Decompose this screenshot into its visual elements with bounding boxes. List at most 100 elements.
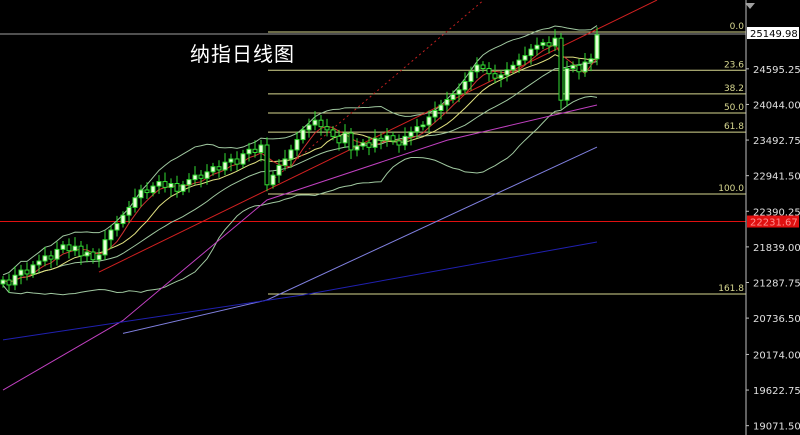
candle-body [24, 269, 30, 275]
marked-price-label: 22231.67 [750, 218, 798, 229]
candle-body [576, 64, 582, 73]
candle-body [264, 144, 270, 186]
candle-body [36, 260, 42, 266]
fib-level-label: 161.8 [718, 284, 744, 294]
candle-body [588, 58, 594, 63]
candle-body [216, 166, 222, 171]
y-tick-label: 23492.75 [753, 136, 800, 147]
candle-body [48, 255, 54, 260]
candle-body [534, 44, 540, 50]
fib-level-label: 50.0 [724, 103, 744, 113]
trendline-line [98, 0, 658, 273]
candle-body [276, 164, 282, 176]
candle-body [240, 153, 246, 165]
candle-body [54, 248, 60, 260]
candle-body [468, 71, 474, 82]
candle-body [174, 183, 180, 192]
y-tick-label: 24044.00 [753, 100, 800, 111]
ma-fast-line [2, 43, 598, 284]
candle-body [138, 189, 144, 199]
fib-level-label: 100.0 [718, 184, 744, 194]
candle-body [234, 158, 240, 165]
candle-body [510, 64, 516, 71]
candle-body [306, 124, 312, 131]
candle-body [102, 239, 108, 256]
ma-slow-line [2, 54, 598, 284]
candle-body [270, 174, 276, 186]
candle-body [372, 137, 378, 148]
candle-body [378, 137, 384, 141]
bollinger-lower [2, 95, 598, 296]
candle-body [60, 244, 66, 250]
y-tick-label: 24595.25 [753, 65, 800, 76]
candle-body [582, 61, 588, 73]
fib-level-label: 23.6 [724, 60, 744, 70]
candle-body [114, 223, 120, 231]
current-price-label: 25149.98 [750, 29, 798, 40]
candle-body [282, 158, 288, 166]
candle-body [432, 110, 438, 118]
candle-body [336, 135, 342, 144]
candle-body [528, 48, 534, 57]
y-tick-label: 20736.50 [753, 314, 800, 325]
candle-body [354, 145, 360, 151]
candle-body [492, 73, 498, 79]
candle-body [402, 135, 408, 146]
candle-body [78, 245, 84, 257]
candle-body [288, 149, 294, 160]
candle-body [558, 37, 564, 101]
candle-body [438, 104, 444, 112]
candle-body [132, 197, 138, 208]
candle-body [120, 214, 126, 225]
candle-body [96, 254, 102, 261]
y-tick-label: 22941.50 [753, 172, 800, 183]
candle-body [384, 135, 390, 141]
candle-body [498, 74, 504, 79]
candle-body [324, 126, 330, 131]
bollinger-middle [2, 60, 598, 284]
candle-body [6, 279, 12, 286]
candle-body [564, 68, 570, 101]
chart-title: 纳指日线图 [190, 42, 295, 66]
candle-body [252, 148, 258, 154]
candle-body [126, 206, 132, 216]
candle-body [12, 274, 18, 286]
bollinger-upper [2, 25, 598, 276]
y-tick-label: 21839.00 [753, 243, 800, 254]
candle-body [312, 119, 318, 126]
candle-body [186, 179, 192, 186]
candle-body [162, 181, 168, 188]
ma-line [2, 241, 598, 341]
current-price-box [747, 27, 799, 39]
candle-body [246, 148, 252, 155]
candle-body [504, 69, 510, 76]
candle-body [444, 99, 450, 106]
candle-body [144, 189, 150, 194]
candle-body [552, 37, 558, 47]
candle-body [108, 229, 114, 241]
candle-body [300, 129, 306, 141]
candle-body [408, 131, 414, 137]
candle-body [84, 251, 90, 257]
candle-body [156, 181, 162, 187]
y-tick-label: 19622.75 [753, 386, 800, 397]
fib-level-label: 0.0 [730, 22, 745, 32]
candle-body [462, 80, 468, 91]
chart-shift-icon [745, 3, 755, 9]
candle-body [522, 55, 528, 61]
candle-body [390, 135, 396, 142]
candle-body [570, 64, 576, 70]
y-tick-label: 20174.00 [753, 350, 800, 361]
candle-body [456, 89, 462, 95]
candle-body [420, 124, 426, 128]
candle-body [204, 171, 210, 179]
candle-body [210, 166, 216, 173]
candle-body [318, 119, 324, 128]
candle-body [360, 142, 366, 147]
candle-body [168, 183, 174, 188]
candle-body [480, 64, 486, 70]
y-tick-label: 22390.25 [753, 207, 800, 218]
candle-body [0, 279, 6, 285]
candle-body [366, 142, 372, 148]
